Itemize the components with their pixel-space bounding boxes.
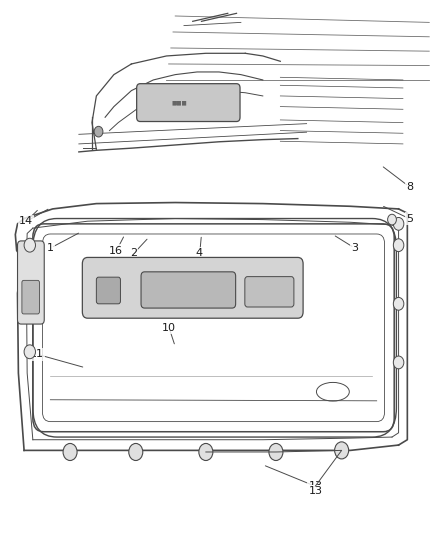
Circle shape xyxy=(388,214,396,225)
FancyBboxPatch shape xyxy=(22,280,39,314)
FancyBboxPatch shape xyxy=(82,257,303,318)
Text: 11: 11 xyxy=(30,350,44,359)
Text: 10: 10 xyxy=(162,323,176,333)
Text: 4: 4 xyxy=(196,248,203,258)
Text: 13: 13 xyxy=(308,481,322,491)
Circle shape xyxy=(24,238,35,252)
Circle shape xyxy=(24,292,35,305)
Circle shape xyxy=(393,297,404,310)
Text: 16: 16 xyxy=(109,246,123,255)
Circle shape xyxy=(199,443,213,461)
Circle shape xyxy=(393,217,404,230)
Text: 5: 5 xyxy=(406,214,413,223)
Text: 13: 13 xyxy=(308,487,322,496)
Circle shape xyxy=(393,356,404,369)
Circle shape xyxy=(269,443,283,461)
Circle shape xyxy=(129,443,143,461)
Circle shape xyxy=(24,345,35,359)
Text: 1: 1 xyxy=(47,243,54,253)
Circle shape xyxy=(94,126,103,137)
FancyBboxPatch shape xyxy=(141,272,236,308)
FancyBboxPatch shape xyxy=(137,84,240,122)
Text: ■■■: ■■■ xyxy=(172,100,187,106)
Circle shape xyxy=(335,442,349,459)
Text: 14: 14 xyxy=(19,216,33,226)
Text: 8: 8 xyxy=(406,182,413,191)
FancyBboxPatch shape xyxy=(96,277,120,304)
Circle shape xyxy=(63,443,77,461)
FancyBboxPatch shape xyxy=(18,241,44,324)
FancyBboxPatch shape xyxy=(245,277,294,307)
Text: 2: 2 xyxy=(130,248,137,258)
Circle shape xyxy=(393,239,404,252)
Text: 3: 3 xyxy=(351,243,358,253)
